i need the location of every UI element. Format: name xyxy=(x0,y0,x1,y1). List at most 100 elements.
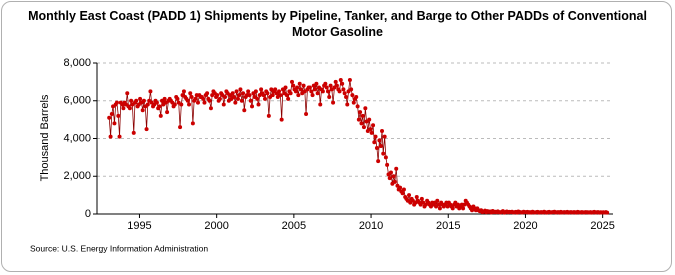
data-point xyxy=(262,96,267,101)
data-point xyxy=(360,113,365,118)
data-point xyxy=(195,100,200,105)
data-point xyxy=(261,93,266,98)
data-point xyxy=(222,94,227,99)
data-point xyxy=(291,83,296,88)
data-point xyxy=(358,110,363,115)
chart-frame xyxy=(1,1,672,272)
data-point xyxy=(345,102,350,107)
data-point xyxy=(414,195,419,200)
y-tick-label: 0 xyxy=(85,208,91,220)
data-point xyxy=(301,83,306,88)
data-point xyxy=(373,134,378,139)
data-point xyxy=(232,94,237,99)
data-point xyxy=(185,98,190,103)
y-tick-label: 6,000 xyxy=(63,95,91,107)
data-point xyxy=(134,98,139,103)
data-point xyxy=(112,121,117,126)
data-point xyxy=(296,93,301,98)
data-point xyxy=(318,102,323,107)
data-point xyxy=(256,102,261,107)
data-point xyxy=(279,117,284,122)
data-point xyxy=(179,102,184,107)
data-point xyxy=(129,98,134,103)
data-point xyxy=(283,85,288,90)
data-point xyxy=(315,91,320,96)
data-point xyxy=(331,100,336,105)
data-point xyxy=(241,91,246,96)
data-point xyxy=(295,85,300,90)
data-point xyxy=(361,125,366,130)
data-point xyxy=(341,87,346,92)
data-point xyxy=(293,89,298,94)
data-point xyxy=(141,98,146,103)
x-tick-label: 1995 xyxy=(127,220,151,232)
data-point xyxy=(307,85,312,90)
data-point xyxy=(175,96,180,101)
data-point xyxy=(138,96,143,101)
data-point xyxy=(309,89,314,94)
data-point xyxy=(131,130,136,135)
data-point xyxy=(371,123,376,128)
data-point xyxy=(342,91,347,96)
data-point xyxy=(162,96,167,101)
data-point xyxy=(394,166,399,171)
data-point xyxy=(107,115,112,120)
data-point xyxy=(461,206,466,211)
data-point xyxy=(385,162,390,167)
data-point xyxy=(145,102,150,107)
data-point xyxy=(349,87,354,92)
data-point xyxy=(233,100,238,105)
data-point xyxy=(314,81,319,86)
data-point xyxy=(215,93,220,98)
data-point xyxy=(325,89,330,94)
source-note: Source: U.S. Energy Information Administ… xyxy=(30,243,208,253)
data-point xyxy=(398,185,403,190)
data-point xyxy=(359,121,364,126)
data-point xyxy=(372,140,377,145)
data-point xyxy=(328,83,333,88)
data-point xyxy=(250,104,255,109)
data-point xyxy=(188,91,193,96)
data-point xyxy=(401,187,406,192)
y-axis-title: Thousand Barrels xyxy=(39,94,51,181)
data-point xyxy=(324,85,329,90)
data-point xyxy=(369,130,374,135)
data-point xyxy=(193,96,198,101)
x-tick-label: 2010 xyxy=(359,220,383,232)
y-tick-label: 8,000 xyxy=(63,57,91,69)
data-point xyxy=(298,87,303,92)
data-point xyxy=(304,111,309,116)
data-point xyxy=(284,93,289,98)
data-point xyxy=(605,210,610,215)
data-point xyxy=(388,170,393,175)
data-point xyxy=(248,98,253,103)
x-tick-label: 2025 xyxy=(590,220,614,232)
data-point xyxy=(380,128,385,133)
data-point xyxy=(253,89,258,94)
data-point xyxy=(158,113,163,118)
data-point xyxy=(221,102,226,107)
data-point xyxy=(242,108,247,113)
data-point xyxy=(374,145,379,150)
data-point xyxy=(154,100,159,105)
data-point xyxy=(377,138,382,143)
data-point xyxy=(435,198,440,203)
data-point xyxy=(127,106,132,111)
data-point xyxy=(381,151,386,156)
data-point xyxy=(278,93,283,98)
data-point xyxy=(266,113,271,118)
data-point xyxy=(207,98,212,103)
data-point xyxy=(313,87,318,92)
data-point xyxy=(121,106,126,111)
chart-title: Monthly East Coast (PADD 1) Shipments by… xyxy=(28,9,647,39)
data-point xyxy=(356,117,361,122)
data-point xyxy=(347,77,352,82)
data-point xyxy=(125,91,130,96)
data-point xyxy=(239,98,244,103)
data-point xyxy=(400,191,405,196)
y-tick-label: 2,000 xyxy=(63,170,91,182)
data-point xyxy=(368,127,373,132)
data-point xyxy=(234,89,239,94)
